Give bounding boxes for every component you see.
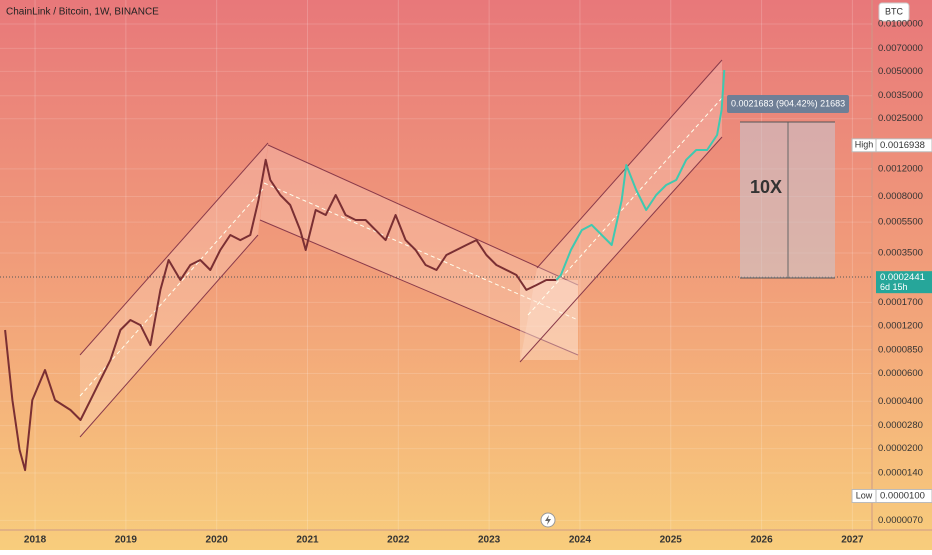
channel-line <box>519 136 723 363</box>
x-tick-label: 2021 <box>296 535 319 546</box>
price-label: 0.0002441 <box>880 272 925 283</box>
measure-label-bg <box>727 95 849 113</box>
price-tag-bg <box>851 138 877 153</box>
y-tick-label: 0.0035000 <box>878 90 923 101</box>
channel-line <box>259 219 579 356</box>
price-tag-bg <box>851 488 877 503</box>
channels <box>79 59 723 438</box>
x-tick-label: 2024 <box>569 535 592 546</box>
price-label: 0.0000100 <box>880 491 925 502</box>
channel-fill <box>520 60 722 362</box>
x-tick-label: 2019 <box>115 535 138 546</box>
event-icon-glyph <box>545 515 551 525</box>
y-tick-label: 0.0000600 <box>878 368 923 379</box>
channel-line <box>79 142 269 356</box>
channel-fill <box>260 145 578 355</box>
y-tick-label: 0.0000280 <box>878 420 923 431</box>
price-tag: Low <box>856 490 873 500</box>
price-line <box>555 69 726 281</box>
y-tick-label: 0.0012000 <box>878 163 923 174</box>
x-tick-label: 2025 <box>660 535 683 546</box>
chart-title: ChainLink / Bitcoin, 1W, BINANCE <box>6 7 159 18</box>
channel-line <box>79 234 259 438</box>
price-label: 0.0016938 <box>880 140 925 151</box>
multiple-label: 10X <box>750 177 782 197</box>
channel-line <box>267 144 579 286</box>
projection-box <box>520 280 578 360</box>
y-tick-label: 0.0100000 <box>878 18 923 29</box>
price-label-bg <box>876 271 932 294</box>
price-label-tag: 6d 15h <box>880 282 908 292</box>
y-tick-label: 0.0000200 <box>878 443 923 454</box>
y-tick-label: 0.0003500 <box>878 248 923 259</box>
y-tick-label: 0.0001700 <box>878 297 923 308</box>
y-tick-label: 0.0008000 <box>878 191 923 202</box>
currency-button-label[interactable]: BTC <box>885 6 904 16</box>
y-tick-label: 0.0001200 <box>878 321 923 332</box>
x-tick-label: 2022 <box>387 535 410 546</box>
y-tick-label: 0.0000070 <box>878 515 923 526</box>
price-line <box>4 158 557 472</box>
y-tick-label: 0.0005500 <box>878 217 923 228</box>
y-tick-label: 0.0050000 <box>878 66 923 77</box>
price-tag: High <box>855 140 874 150</box>
channel-line <box>536 59 723 269</box>
y-tick-label: 0.0000140 <box>878 468 923 479</box>
grid <box>0 0 872 530</box>
x-tick-label: 2023 <box>478 535 501 546</box>
y-tick-label: 0.0000400 <box>878 396 923 407</box>
y-tick-label: 0.0025000 <box>878 113 923 124</box>
y-tick-label: 0.0000850 <box>878 344 923 355</box>
y-tick-label: 0.0070000 <box>878 43 923 54</box>
x-tick-label: 2026 <box>750 535 773 546</box>
x-tick-label: 2020 <box>206 535 229 546</box>
x-tick-label: 2027 <box>841 535 864 546</box>
x-tick-label: 2018 <box>24 535 47 546</box>
channel-mid <box>263 182 579 321</box>
measure-label: 0.0021683 (904.42%) 21683 <box>731 98 845 108</box>
currency-button[interactable] <box>878 2 910 22</box>
